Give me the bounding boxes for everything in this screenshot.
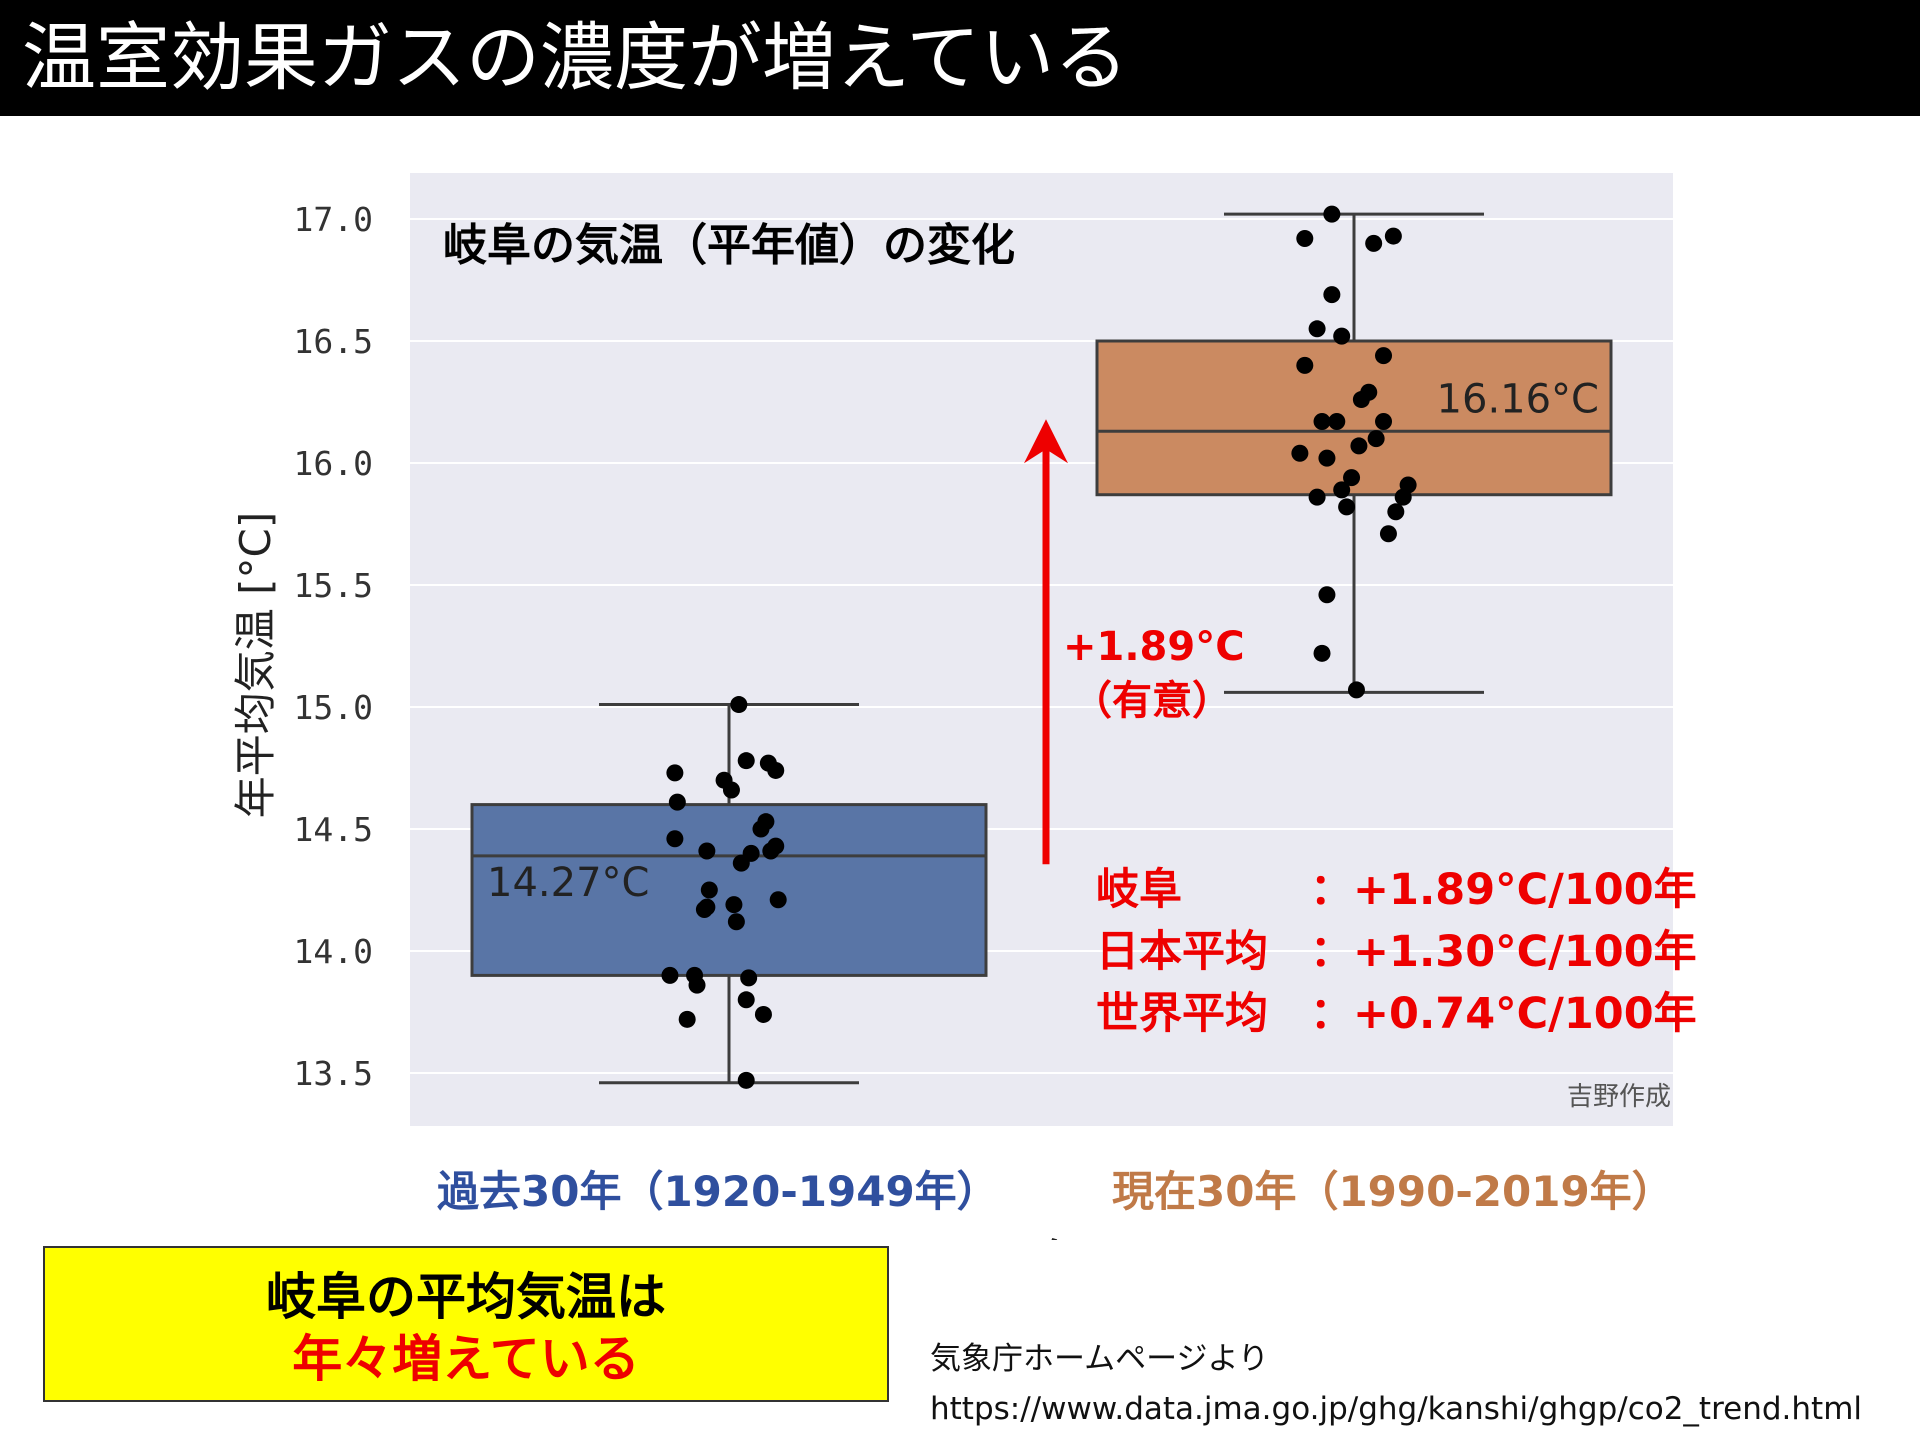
data-point <box>1333 481 1351 499</box>
data-point <box>1379 525 1397 543</box>
source-url: https://www.data.jma.go.jp/ghg/kanshi/gh… <box>930 1391 1863 1427</box>
data-point <box>678 1010 696 1028</box>
data-point <box>1352 391 1370 409</box>
rate-value: ：+1.30°C/100年 <box>1310 927 1697 977</box>
data-point <box>1291 444 1309 462</box>
data-point <box>732 854 750 872</box>
y-tick-label: 16.0 <box>294 444 373 483</box>
data-points <box>661 205 1417 1089</box>
x-axis-label: 年 <box>1040 1235 1086 1240</box>
data-point <box>727 913 745 931</box>
data-point <box>767 761 785 779</box>
plot-background <box>410 173 1673 1126</box>
data-point <box>1387 503 1405 521</box>
data-point <box>1384 227 1402 245</box>
data-point <box>1318 586 1336 604</box>
data-point <box>1333 327 1351 345</box>
box-plot-2: 16.16°C <box>1095 212 1613 694</box>
rate-label: 日本平均 <box>1096 927 1268 977</box>
data-point <box>1343 469 1361 487</box>
x-category-labels: 過去30年（1920-1949年） 現在30年（1990-2019年） <box>437 1167 1674 1216</box>
data-point <box>661 966 679 984</box>
page-title: 温室効果ガスの濃度が増えている <box>22 15 1129 101</box>
y-tick-label: 15.0 <box>294 688 373 727</box>
difference-note: （有意） <box>1072 678 1232 724</box>
box-plots: 14.27°C 16.16°C <box>470 212 1613 1085</box>
data-point <box>1347 681 1365 699</box>
box-plot-1: 14.27°C <box>470 703 988 1085</box>
iqr-box <box>1095 339 1613 497</box>
title-bar: 温室効果ガスの濃度が増えている <box>0 0 1920 116</box>
author-credit: 吉野作成 <box>1567 1082 1671 1112</box>
chart-title: 岐阜の気温（平年値）の変化 <box>443 220 1015 271</box>
data-point <box>1394 488 1412 506</box>
y-tick-label: 16.5 <box>294 322 373 361</box>
difference-arrow <box>1024 419 1068 865</box>
temperature-box-chart: 13.5 14.0 14.5 15.0 15.5 16.0 16.5 17.0 年平均気温 [… <box>231 173 1697 1240</box>
median-label: 16.16°C <box>1437 376 1599 422</box>
difference-value: +1.89°C <box>1063 624 1245 670</box>
y-tick-labels: 13.5 14.0 14.5 15.0 15.5 16.0 16.5 17.0 <box>294 200 373 1093</box>
data-point <box>1323 205 1341 223</box>
y-axis-label: 年平均気温 [°C] <box>231 512 280 818</box>
data-point <box>666 764 684 782</box>
callout-line-1: 岐阜の平均気温は <box>266 1268 666 1326</box>
data-point <box>740 969 758 987</box>
y-tick-label: 14.0 <box>294 932 373 971</box>
data-point <box>666 830 684 848</box>
x-category-label: 過去30年（1920-1949年） <box>437 1167 999 1216</box>
source-note: 気象庁ホームページより <box>930 1341 1269 1377</box>
rate-value: ：+1.89°C/100年 <box>1310 865 1697 915</box>
rate-value: ：+0.74°C/100年 <box>1310 989 1697 1039</box>
median-label: 14.27°C <box>487 860 649 906</box>
data-point <box>769 891 787 909</box>
data-point <box>725 896 743 914</box>
data-point <box>762 842 780 860</box>
data-point <box>752 820 770 838</box>
data-point <box>1296 356 1314 374</box>
data-point <box>1350 437 1368 455</box>
data-point <box>737 991 755 1009</box>
source-citation: 気象庁ホームページより https://www.data.jma.go.jp/g… <box>930 1334 1910 1434</box>
data-point <box>1375 413 1393 431</box>
callout-line-2: 年々増えている <box>292 1330 640 1388</box>
y-tick-label: 17.0 <box>294 200 373 239</box>
y-tick-label: 14.5 <box>294 810 373 849</box>
data-point <box>1308 320 1326 338</box>
data-point <box>695 901 713 919</box>
data-point <box>688 976 706 994</box>
data-point <box>1323 286 1341 304</box>
data-point <box>1313 644 1331 662</box>
data-point <box>668 793 686 811</box>
data-point <box>700 881 718 899</box>
data-point <box>1318 449 1336 467</box>
data-point <box>1296 230 1314 248</box>
rate-label: 世界平均 <box>1096 989 1268 1039</box>
data-point <box>1308 488 1326 506</box>
data-point <box>1313 413 1331 431</box>
data-point <box>1365 234 1383 252</box>
data-point <box>754 1005 772 1023</box>
summary-callout-box: 岐阜の平均気温は 年々増えている <box>43 1246 889 1402</box>
data-point <box>1375 347 1393 365</box>
data-point <box>722 781 740 799</box>
iqr-box <box>470 803 988 977</box>
rate-label: 岐阜 <box>1096 865 1182 915</box>
data-point <box>737 1071 755 1089</box>
data-point <box>737 752 755 770</box>
arrow-head <box>1024 419 1068 464</box>
data-point <box>698 842 716 860</box>
x-category-label: 現在30年（1990-2019年） <box>1112 1167 1674 1216</box>
y-tick-label: 13.5 <box>294 1054 373 1093</box>
data-point <box>1328 413 1346 431</box>
y-tick-label: 15.5 <box>294 566 373 605</box>
data-point <box>730 696 748 714</box>
data-point <box>1338 498 1356 516</box>
data-point <box>1367 430 1385 448</box>
